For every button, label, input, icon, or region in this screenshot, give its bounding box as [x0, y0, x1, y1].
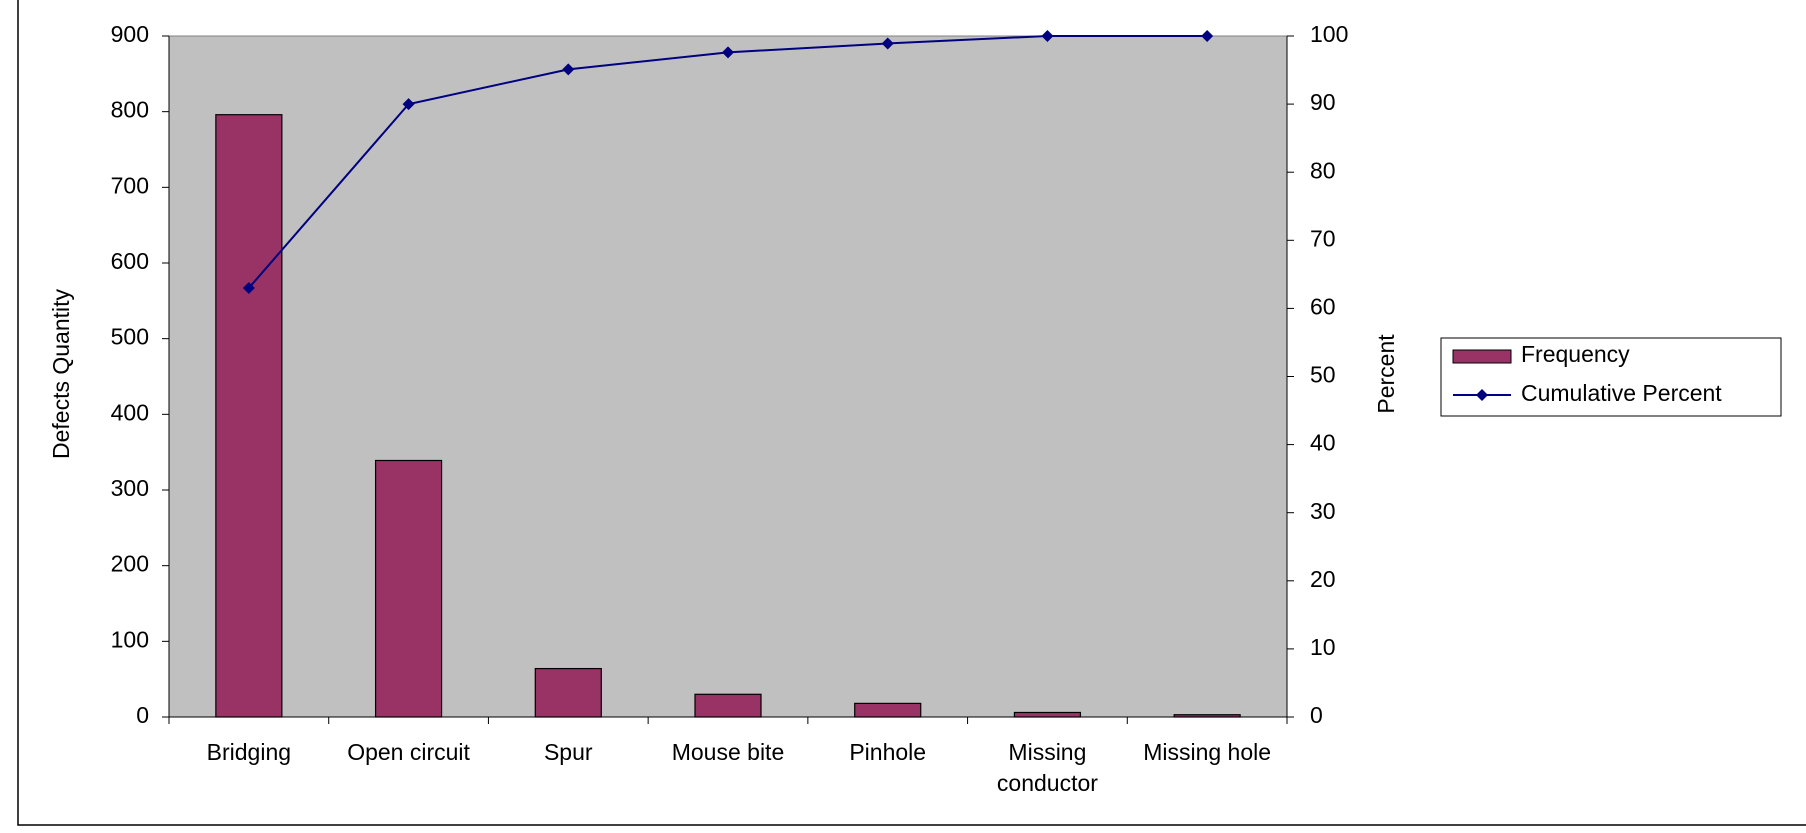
bar — [534, 667, 602, 718]
chart-frame — [17, 0, 1806, 826]
marker — [1041, 30, 1054, 42]
legend-marker — [1476, 389, 1488, 401]
y-axis-title: Defects Quantity — [48, 288, 74, 459]
y2-tick-label: 70 — [1310, 225, 1336, 251]
y-tick-label: 300 — [111, 475, 149, 501]
y2-tick-label: 20 — [1310, 566, 1336, 592]
y-tick-label: 800 — [111, 97, 149, 123]
y2-tick-label: 90 — [1310, 89, 1336, 115]
y2-tick-label: 10 — [1310, 634, 1336, 660]
legend-label: Cumulative Percent — [1521, 380, 1722, 406]
bar — [1173, 714, 1241, 718]
y2-tick-label: 0 — [1310, 702, 1323, 728]
y2-axis-title: Percent — [1373, 334, 1399, 414]
legend-label: Frequency — [1521, 341, 1630, 367]
y-tick-label: 100 — [111, 626, 149, 652]
y-tick-label: 900 — [111, 21, 149, 47]
legend-swatch — [1452, 349, 1512, 364]
marker — [1201, 30, 1214, 42]
y-tick-label: 700 — [111, 172, 149, 198]
y2-tick-label: 60 — [1310, 293, 1336, 319]
marker — [242, 281, 255, 294]
bar — [854, 702, 922, 718]
y-tick-label: 400 — [111, 399, 149, 425]
y2-tick-label: 50 — [1310, 362, 1336, 388]
marker — [722, 46, 734, 59]
y-tick-label: 0 — [136, 702, 149, 728]
x-tick-label: Bridging — [206, 739, 292, 765]
y-tick-label: 200 — [111, 551, 149, 577]
y-tick-label: 500 — [111, 324, 149, 350]
y2-tick-label: 40 — [1310, 430, 1336, 456]
bar — [1013, 711, 1082, 718]
marker — [562, 63, 575, 76]
bar — [374, 459, 443, 718]
marker — [402, 98, 415, 111]
x-tick-label: Missing conductor — [996, 739, 1098, 796]
y2-tick-label: 30 — [1310, 498, 1336, 524]
plot-area — [168, 35, 1288, 718]
y2-tick-label: 80 — [1310, 157, 1336, 183]
bar — [215, 114, 283, 718]
x-tick-label: Spur — [543, 739, 593, 765]
y-tick-label: 600 — [111, 248, 149, 274]
bar — [694, 693, 762, 718]
x-tick-label: Mouse bite — [671, 739, 785, 765]
marker — [881, 37, 894, 50]
x-tick-label: Pinhole — [849, 739, 927, 765]
x-tick-label: Missing hole — [1143, 739, 1272, 765]
y2-tick-label: 100 — [1310, 21, 1348, 47]
x-tick-label: Open circuit — [347, 739, 470, 765]
